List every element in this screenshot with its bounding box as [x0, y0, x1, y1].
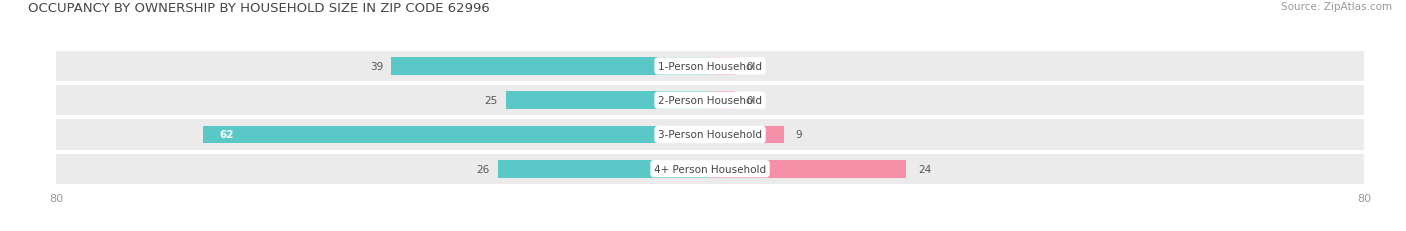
Text: 0: 0	[747, 62, 754, 72]
Bar	[710, 160, 907, 178]
Text: Source: ZipAtlas.com: Source: ZipAtlas.com	[1281, 2, 1392, 12]
Text: 4+ Person Household: 4+ Person Household	[654, 164, 766, 174]
Bar	[710, 58, 734, 76]
Bar	[498, 160, 710, 178]
Text: 24: 24	[918, 164, 932, 174]
Text: 26: 26	[477, 164, 489, 174]
Bar	[56, 154, 1364, 184]
Bar	[391, 58, 710, 76]
Text: 0: 0	[747, 96, 754, 106]
Text: 25: 25	[484, 96, 498, 106]
Text: 62: 62	[219, 130, 235, 140]
Bar	[204, 126, 710, 144]
Text: 3-Person Household: 3-Person Household	[658, 130, 762, 140]
Bar	[56, 52, 1364, 82]
Bar	[56, 120, 1364, 150]
Bar	[506, 92, 710, 110]
Text: OCCUPANCY BY OWNERSHIP BY HOUSEHOLD SIZE IN ZIP CODE 62996: OCCUPANCY BY OWNERSHIP BY HOUSEHOLD SIZE…	[28, 2, 489, 15]
Text: 39: 39	[370, 62, 382, 72]
Text: 2-Person Household: 2-Person Household	[658, 96, 762, 106]
Text: 1-Person Household: 1-Person Household	[658, 62, 762, 72]
Text: 9: 9	[796, 130, 803, 140]
Bar	[56, 86, 1364, 116]
Bar	[710, 92, 734, 110]
Bar	[710, 126, 783, 144]
